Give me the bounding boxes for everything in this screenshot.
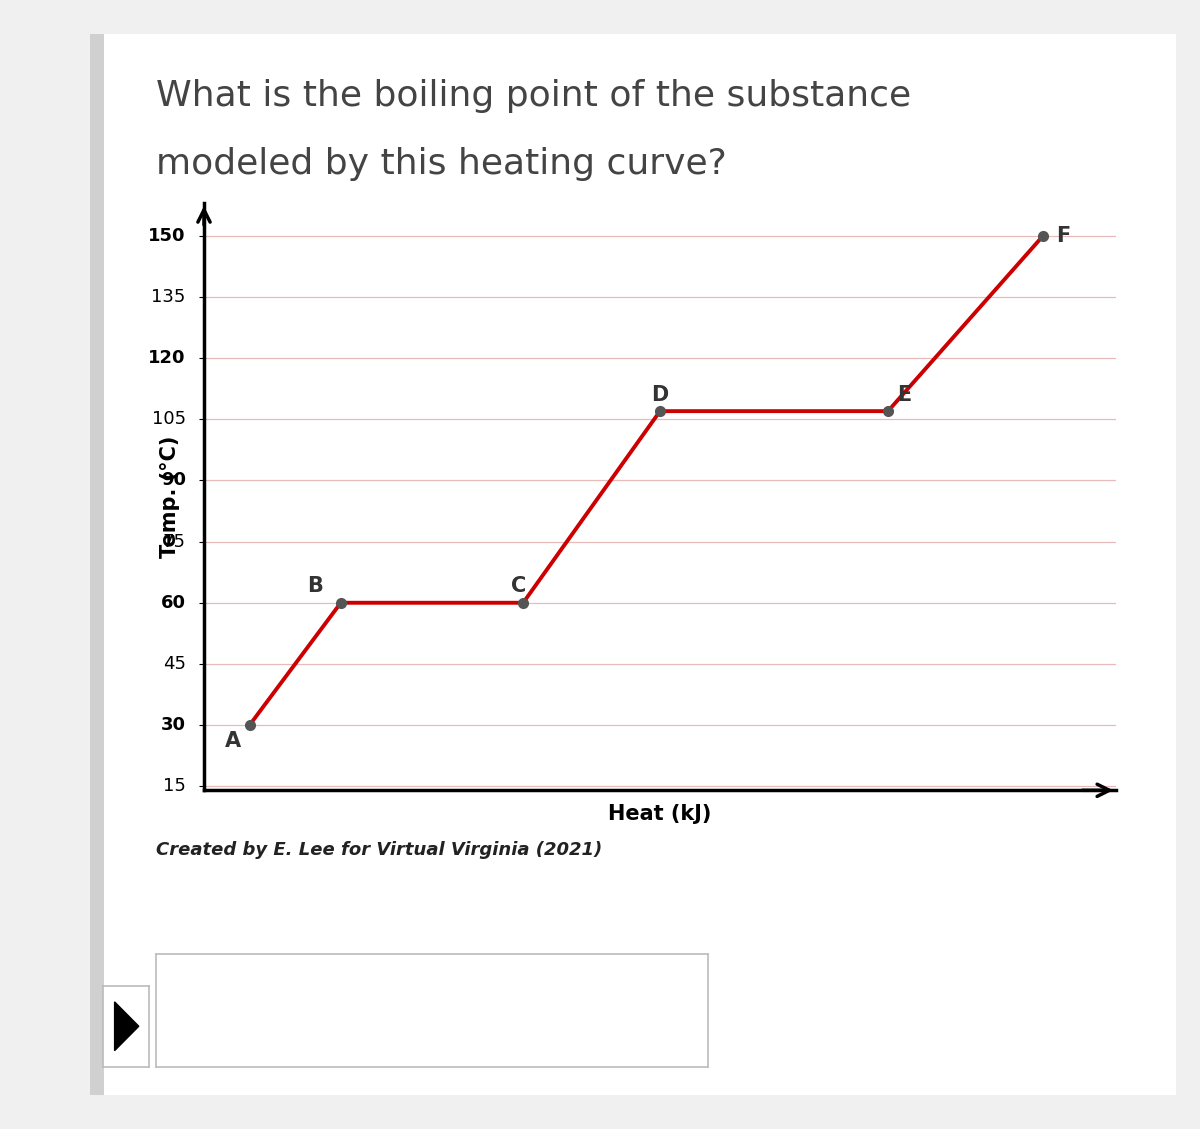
Text: 105: 105	[151, 410, 186, 428]
Text: 30: 30	[161, 716, 186, 734]
Text: E: E	[898, 385, 912, 405]
Text: 120: 120	[149, 349, 186, 367]
Text: 150: 150	[149, 227, 186, 245]
Text: 60: 60	[161, 594, 186, 612]
Text: C: C	[511, 577, 527, 596]
Text: Created by E. Lee for Virtual Virginia (2021): Created by E. Lee for Virtual Virginia (…	[156, 841, 602, 859]
Polygon shape	[115, 1001, 139, 1051]
Text: 75: 75	[163, 533, 186, 551]
Y-axis label: Temp. (°C): Temp. (°C)	[161, 436, 180, 558]
Text: F: F	[1056, 226, 1070, 246]
Text: modeled by this heating curve?: modeled by this heating curve?	[156, 147, 727, 181]
Text: D: D	[652, 385, 668, 405]
Text: What is the boiling point of the substance: What is the boiling point of the substan…	[156, 79, 911, 113]
Text: 45: 45	[163, 655, 186, 673]
X-axis label: Heat (kJ): Heat (kJ)	[608, 804, 712, 824]
Text: B: B	[307, 577, 323, 596]
Text: 90: 90	[161, 472, 186, 490]
Text: A: A	[226, 732, 241, 752]
Text: 135: 135	[151, 288, 186, 306]
Text: 15: 15	[163, 777, 186, 795]
